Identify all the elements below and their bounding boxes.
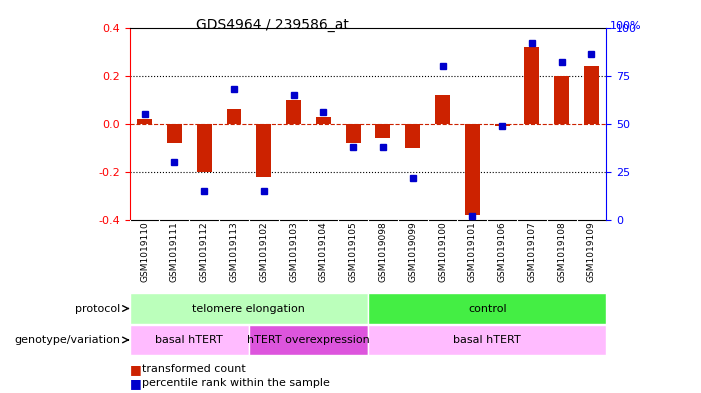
Text: telomere elongation: telomere elongation <box>192 303 306 314</box>
Bar <box>249 325 368 355</box>
Bar <box>376 124 390 138</box>
Bar <box>286 100 301 124</box>
Bar <box>435 95 450 124</box>
Text: GSM1019107: GSM1019107 <box>527 222 536 282</box>
Text: GSM1019111: GSM1019111 <box>170 222 179 282</box>
Text: GSM1019103: GSM1019103 <box>289 222 298 282</box>
Bar <box>524 47 539 124</box>
Text: 100%: 100% <box>610 20 641 31</box>
Bar <box>584 66 599 124</box>
Text: GSM1019106: GSM1019106 <box>498 222 507 282</box>
Text: GSM1019108: GSM1019108 <box>557 222 566 282</box>
Text: GSM1019105: GSM1019105 <box>348 222 358 282</box>
Bar <box>130 294 368 323</box>
Bar <box>226 109 241 124</box>
Bar <box>197 124 212 172</box>
Text: control: control <box>468 303 507 314</box>
Bar <box>368 325 606 355</box>
Bar <box>495 124 510 126</box>
Text: GSM1019102: GSM1019102 <box>259 222 268 282</box>
Bar <box>368 294 606 323</box>
Bar <box>465 124 479 215</box>
Text: GSM1019099: GSM1019099 <box>408 222 417 282</box>
Text: GDS4964 / 239586_at: GDS4964 / 239586_at <box>196 18 349 32</box>
Text: ■: ■ <box>130 363 142 376</box>
Bar <box>137 119 152 124</box>
Bar <box>257 124 271 177</box>
Text: GSM1019110: GSM1019110 <box>140 222 149 282</box>
Text: GSM1019104: GSM1019104 <box>319 222 328 282</box>
Text: hTERT overexpression: hTERT overexpression <box>247 335 370 345</box>
Text: basal hTERT: basal hTERT <box>156 335 223 345</box>
Text: ■: ■ <box>130 376 142 390</box>
Text: GSM1019100: GSM1019100 <box>438 222 447 282</box>
Text: GSM1019098: GSM1019098 <box>379 222 388 282</box>
Text: GSM1019101: GSM1019101 <box>468 222 477 282</box>
Text: genotype/variation: genotype/variation <box>15 335 121 345</box>
Text: GSM1019112: GSM1019112 <box>200 222 209 282</box>
Bar <box>405 124 420 148</box>
Text: basal hTERT: basal hTERT <box>454 335 521 345</box>
Text: GSM1019113: GSM1019113 <box>229 222 238 282</box>
Text: GSM1019109: GSM1019109 <box>587 222 596 282</box>
Text: transformed count: transformed count <box>142 364 246 375</box>
Bar <box>130 325 249 355</box>
Bar <box>316 117 331 124</box>
Bar <box>346 124 360 143</box>
Text: percentile rank within the sample: percentile rank within the sample <box>142 378 330 388</box>
Bar <box>554 75 569 124</box>
Bar <box>167 124 182 143</box>
Text: protocol: protocol <box>76 303 121 314</box>
